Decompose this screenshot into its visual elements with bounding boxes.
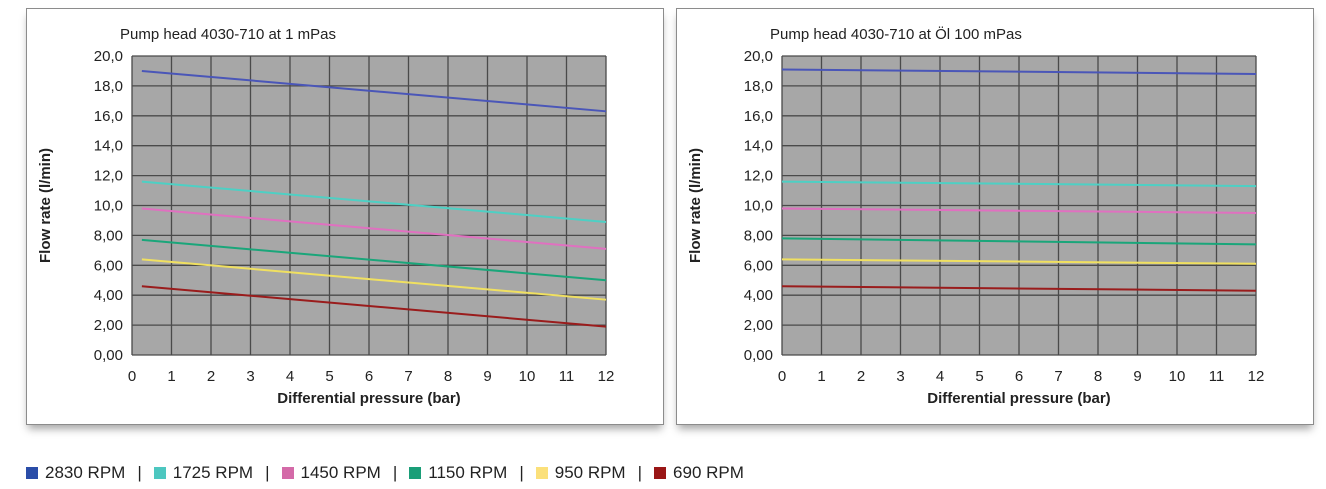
series-line-690-rpm	[141, 285, 607, 328]
y-tick-label: 14,0	[94, 138, 123, 155]
x-tick-label: 12	[1248, 368, 1265, 385]
x-axis-label: Differential pressure (bar)	[277, 390, 460, 407]
x-tick-label: 10	[1169, 368, 1186, 385]
y-tick-label: 12,0	[744, 168, 773, 185]
x-tick-label: 7	[404, 368, 412, 385]
legend-item: 1725 RPM	[153, 463, 254, 483]
legend-swatch	[654, 467, 667, 479]
legend-separator: |	[519, 463, 524, 482]
x-tick-label: 6	[365, 368, 373, 385]
chart-right: Pump head 4030-710 at Öl 100 mPas 0,00 2,0…	[687, 25, 1265, 407]
legend-separator: |	[137, 463, 142, 482]
y-tick-label: 18,0	[744, 78, 773, 95]
legend-swatch	[26, 467, 38, 479]
y-tick-label: 14,0	[744, 138, 773, 155]
y-tick-label: 16,0	[94, 108, 123, 125]
y-tick-label: 10,0	[94, 198, 123, 215]
x-tick-label: 11	[559, 368, 575, 385]
chart-legend: 2830 RPM | 1725 RPM | 1450 RPM | 1150 RPM | 950 …	[26, 463, 744, 483]
legend-item: 950 RPM	[535, 463, 626, 483]
legend-label: 1725 RPM	[172, 463, 254, 482]
legend-separator: |	[265, 463, 270, 482]
y-tick-label: 8,00	[744, 227, 773, 244]
y-tick-label: 12,0	[94, 168, 123, 185]
chart-title: Pump head 4030-710 at 1 mPas	[120, 26, 336, 43]
chart-title: Pump head 4030-710 at Öl 100 mPas	[770, 25, 1022, 43]
y-axis-label: Flow rate (l/min)	[37, 148, 54, 263]
x-axis-label: Differential pressure (bar)	[927, 390, 1110, 407]
series-line-1150-rpm	[781, 237, 1257, 246]
x-tick-label: 5	[975, 368, 983, 385]
x-tick-label: 3	[896, 368, 904, 385]
series-line-950-rpm	[141, 258, 607, 301]
x-tick-label: 9	[483, 368, 491, 385]
x-tick-label: 10	[519, 368, 536, 385]
legend-label: 690 RPM	[673, 463, 744, 482]
y-tick-label: 18,0	[94, 78, 123, 95]
x-tick-label: 0	[128, 368, 136, 385]
x-tick-label: 8	[1094, 368, 1102, 385]
y-tick-label: 4,00	[94, 287, 123, 304]
x-tick-label: 2	[857, 368, 865, 385]
y-tick-label: 4,00	[744, 287, 773, 304]
legend-label: 950 RPM	[554, 463, 626, 482]
y-axis-label: Flow rate (l/min)	[687, 148, 704, 263]
legend-swatch	[153, 467, 166, 479]
y-tick-label: 2,00	[744, 317, 773, 334]
y-tick-label: 20,0	[744, 48, 773, 65]
y-tick-label: 10,0	[744, 198, 773, 215]
x-tick-label: 6	[1015, 368, 1023, 385]
y-tick-label: 0,00	[744, 347, 773, 364]
legend-separator: |	[637, 463, 643, 482]
series-line-950-rpm	[781, 258, 1257, 265]
series-line-1150-rpm	[141, 238, 607, 282]
x-tick-label: 1	[817, 368, 825, 385]
x-tick-label: 0	[778, 368, 786, 385]
legend-item: 1150 RPM	[409, 463, 507, 483]
legend-item: 1450 RPM	[281, 463, 381, 483]
x-tick-label: 4	[936, 368, 944, 385]
series-line-1450-rpm	[781, 207, 1257, 214]
legend-label: 1450 RPM	[300, 463, 381, 482]
legend-item: 2830 RPM	[26, 463, 125, 483]
x-tick-label: 5	[325, 368, 333, 385]
x-tick-label: 11	[1209, 368, 1225, 385]
series-line-2830-rpm	[141, 69, 607, 113]
x-tick-label: 4	[286, 368, 294, 385]
legend-separator: |	[392, 463, 398, 482]
series-line-1450-rpm	[141, 207, 607, 250]
y-tick-label: 6,00	[744, 257, 773, 274]
y-tick-label: 8,00	[94, 227, 123, 244]
x-tick-label: 8	[444, 368, 452, 385]
y-tick-label: 20,0	[94, 48, 123, 65]
legend-label: 1150 RPM	[428, 463, 508, 482]
y-tick-label: 2,00	[94, 317, 123, 334]
series-line-690-rpm	[781, 285, 1257, 292]
series-line-1725-rpm	[141, 180, 607, 223]
y-tick-label: 0,00	[94, 347, 123, 364]
x-tick-label: 1	[167, 368, 175, 385]
legend-swatch	[409, 467, 422, 479]
legend-item: 690 RPM	[654, 463, 744, 483]
x-tick-label: 3	[246, 368, 254, 385]
y-tick-label: 6,00	[94, 257, 123, 274]
chart-panel-right: Pump head 4030-710 at Öl 100 mPas 0,00 2,0…	[676, 8, 1314, 425]
legend-swatch	[535, 467, 548, 479]
chart-panel-left: Pump head 4030-710 at 1 mPas 0,00 2,00 4,00…	[26, 8, 664, 425]
x-tick-label: 12	[598, 368, 615, 385]
legend-swatch	[281, 467, 294, 479]
series-line-2830-rpm	[781, 68, 1257, 75]
legend-label: 2830 RPM	[45, 463, 126, 482]
x-tick-label: 9	[1133, 368, 1141, 385]
x-tick-label: 2	[207, 368, 215, 385]
series-line-1725-rpm	[781, 180, 1257, 188]
chart-left: Pump head 4030-710 at 1 mPas 0,00 2,00 4,00…	[37, 26, 615, 407]
y-tick-label: 16,0	[744, 108, 773, 125]
x-tick-label: 7	[1054, 368, 1062, 385]
